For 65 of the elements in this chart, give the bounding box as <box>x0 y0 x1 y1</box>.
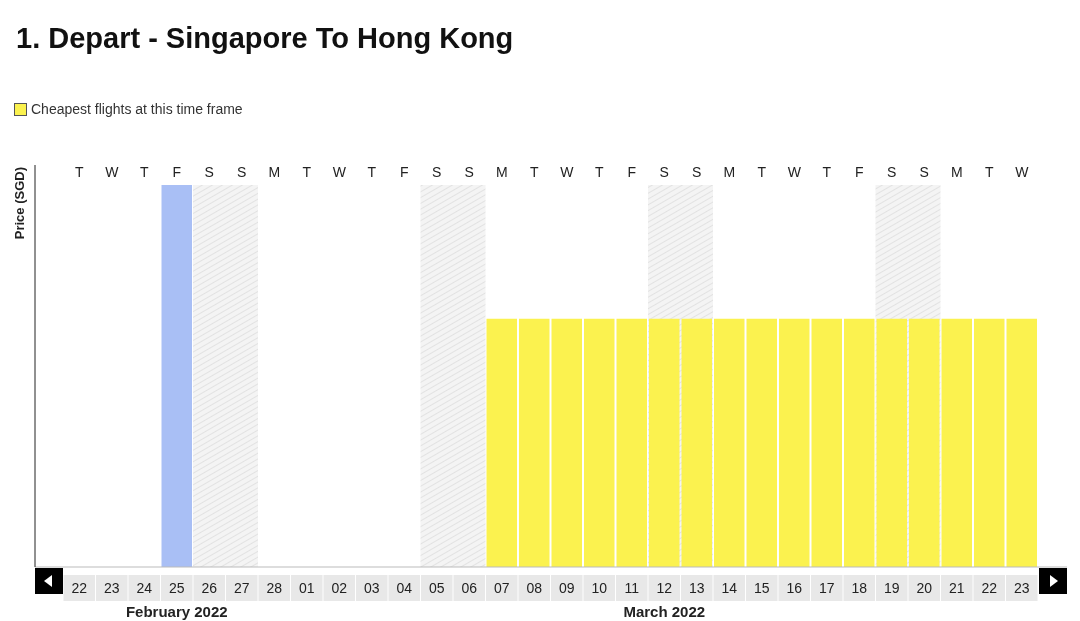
x-tick-label: 26 <box>201 580 218 596</box>
text: M <box>268 164 281 180</box>
chart-title: 1. Depart - Singapore To Hong Kong <box>16 22 514 55</box>
text: T <box>302 164 312 180</box>
x-tick-label: 28 <box>266 580 283 596</box>
x-tick-label: 17 <box>818 580 835 596</box>
x-tick-label: 12 <box>656 580 673 596</box>
x-tick-label: 22 <box>981 580 998 596</box>
text: M <box>723 164 736 180</box>
text: T <box>594 164 604 180</box>
x-tick-label: 03 <box>363 580 380 596</box>
x-tick-label: 20 <box>916 580 933 596</box>
x-tick-label: 21 <box>948 580 965 596</box>
text: F <box>172 164 182 180</box>
x-tick-label: 11 <box>624 580 640 596</box>
text: T <box>529 164 539 180</box>
x-tick-label: 01 <box>298 580 315 596</box>
text: S <box>919 164 929 180</box>
text: W <box>1015 164 1030 180</box>
text: W <box>787 164 802 180</box>
text: S <box>432 164 442 180</box>
x-tick-label: 04 <box>396 580 413 596</box>
x-tick-label: 08 <box>526 580 543 596</box>
text: March 2022 <box>623 603 706 620</box>
text: W <box>105 164 120 180</box>
text: S <box>887 164 897 180</box>
x-tick-label: 25 <box>168 580 185 596</box>
text: T <box>757 164 767 180</box>
text: M <box>495 164 508 180</box>
x-tick-label: 10 <box>591 580 608 596</box>
text: February 2022 <box>125 603 228 620</box>
legend-label: Cheapest flights at this time frame <box>30 101 243 117</box>
x-tick-label: 13 <box>688 580 705 596</box>
text: W <box>560 164 575 180</box>
x-tick-label: 05 <box>428 580 445 596</box>
text: T <box>984 164 994 180</box>
text: S <box>237 164 247 180</box>
text: M <box>950 164 963 180</box>
text: T <box>139 164 149 180</box>
text: S <box>692 164 702 180</box>
text: S <box>464 164 474 180</box>
x-tick-label: 18 <box>851 580 868 596</box>
text: W <box>332 164 347 180</box>
text: T <box>367 164 377 180</box>
text: F <box>627 164 637 180</box>
x-tick-label: 15 <box>753 580 770 596</box>
x-tick-label: 09 <box>558 580 575 596</box>
y-axis-title: Price (SGD) <box>12 167 27 240</box>
x-tick-label: 07 <box>493 580 510 596</box>
text: S <box>204 164 214 180</box>
x-tick-label: 06 <box>461 580 478 596</box>
text: S <box>659 164 669 180</box>
x-tick-label: 22 <box>71 580 88 596</box>
text: F <box>854 164 864 180</box>
x-tick-label: 23 <box>103 580 120 596</box>
x-tick-label: 14 <box>721 580 738 596</box>
text: T <box>74 164 84 180</box>
text: T <box>822 164 832 180</box>
text: F <box>399 164 409 180</box>
x-tick-label: 24 <box>136 580 153 596</box>
x-tick-label: 16 <box>786 580 803 596</box>
x-tick-label: 19 <box>883 580 900 596</box>
x-tick-label: 02 <box>331 580 348 596</box>
x-tick-label: 23 <box>1013 580 1030 596</box>
x-tick-label: 27 <box>233 580 250 596</box>
